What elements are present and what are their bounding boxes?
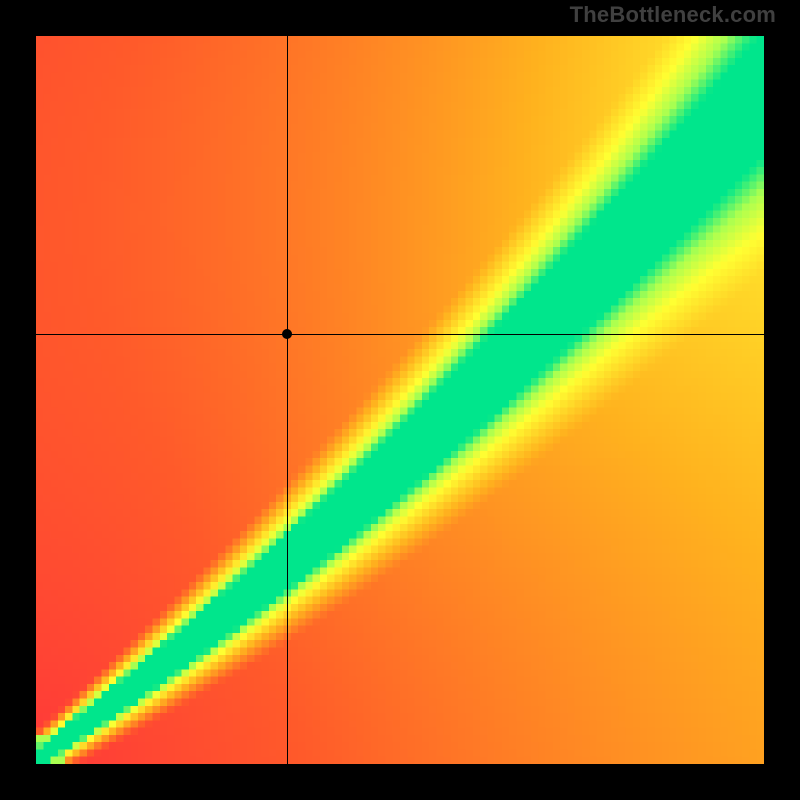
crosshair-vertical — [287, 36, 288, 764]
crosshair-horizontal — [36, 334, 764, 335]
watermark-text: TheBottleneck.com — [570, 2, 776, 28]
heatmap-canvas — [36, 36, 764, 764]
